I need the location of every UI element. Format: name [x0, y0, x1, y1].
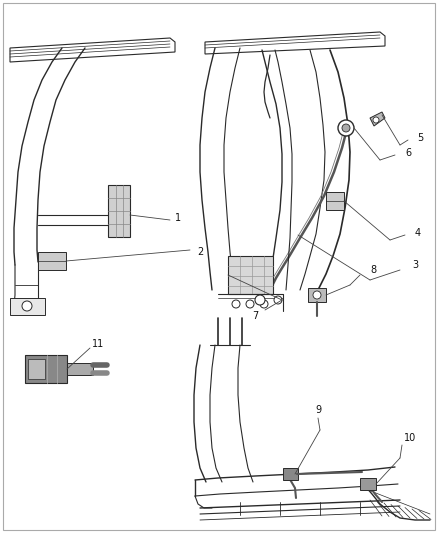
Text: 8: 8 [370, 265, 376, 275]
Polygon shape [25, 355, 67, 383]
Polygon shape [326, 192, 344, 210]
Text: 10: 10 [404, 433, 416, 443]
Polygon shape [228, 256, 273, 294]
Polygon shape [67, 363, 93, 375]
Text: 5: 5 [417, 133, 423, 143]
Text: 9: 9 [315, 405, 321, 415]
Circle shape [274, 296, 282, 304]
Polygon shape [360, 478, 376, 490]
Polygon shape [283, 468, 298, 480]
Circle shape [313, 291, 321, 299]
Polygon shape [308, 288, 326, 302]
Circle shape [260, 300, 268, 308]
Polygon shape [108, 185, 130, 237]
Circle shape [232, 300, 240, 308]
Text: 4: 4 [415, 228, 421, 238]
Text: 6: 6 [405, 148, 411, 158]
Circle shape [342, 124, 350, 132]
Polygon shape [370, 112, 385, 126]
Polygon shape [28, 359, 45, 379]
Text: 3: 3 [412, 260, 418, 270]
Text: 2: 2 [197, 247, 203, 257]
Text: 1: 1 [175, 213, 181, 223]
Circle shape [22, 301, 32, 311]
Polygon shape [38, 252, 66, 270]
Text: 11: 11 [92, 339, 104, 349]
Circle shape [373, 117, 379, 123]
Circle shape [338, 120, 354, 136]
Circle shape [246, 300, 254, 308]
Polygon shape [10, 298, 45, 315]
Circle shape [255, 295, 265, 305]
Text: 7: 7 [252, 311, 258, 321]
